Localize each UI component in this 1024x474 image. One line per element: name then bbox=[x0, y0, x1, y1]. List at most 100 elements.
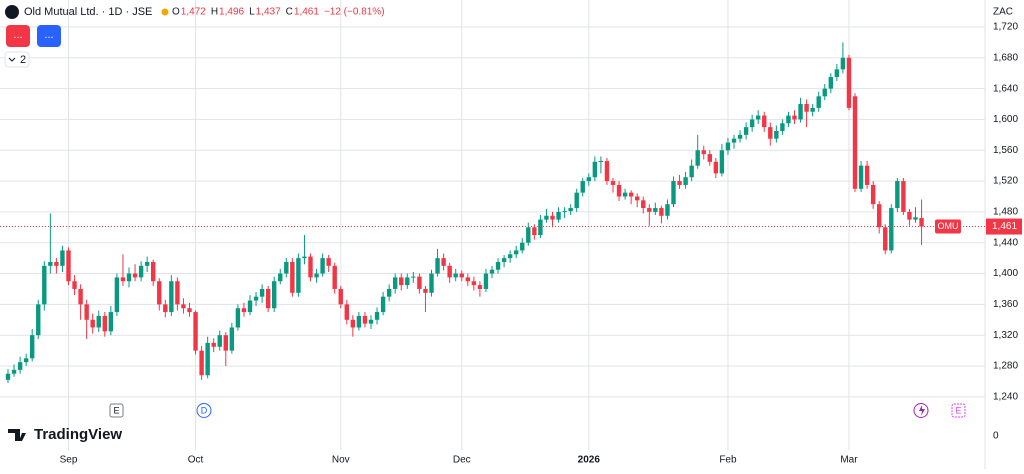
candle-body bbox=[628, 192, 634, 197]
candle-body bbox=[756, 115, 761, 120]
candle-body bbox=[598, 161, 604, 163]
candle-body bbox=[562, 211, 567, 213]
candle-body bbox=[423, 288, 428, 293]
candle-body bbox=[308, 256, 313, 278]
candle-body bbox=[895, 181, 900, 209]
candle-body bbox=[719, 150, 725, 174]
candle-body bbox=[441, 258, 446, 266]
x-tick-label: 2026 bbox=[578, 455, 601, 466]
candle-body bbox=[707, 154, 712, 162]
candle-body bbox=[919, 218, 924, 227]
candle-body bbox=[580, 181, 585, 193]
event-label[interactable]: D bbox=[201, 405, 208, 415]
candle-body bbox=[877, 204, 882, 228]
candle-body bbox=[175, 281, 180, 305]
candle-body bbox=[284, 261, 289, 274]
event-box[interactable] bbox=[951, 403, 966, 418]
candle-body bbox=[616, 184, 622, 197]
candle-body bbox=[647, 208, 652, 212]
candle-body bbox=[247, 300, 253, 313]
candle-body bbox=[362, 315, 368, 324]
candle-body bbox=[108, 312, 114, 332]
candle-body bbox=[453, 273, 458, 278]
candle-body bbox=[556, 211, 561, 220]
candle-body bbox=[870, 184, 876, 205]
candle-body bbox=[852, 96, 858, 189]
candle-body bbox=[574, 192, 579, 209]
candle-body bbox=[507, 254, 513, 259]
candle-body bbox=[393, 277, 398, 289]
candle-body bbox=[259, 288, 265, 297]
candle-body bbox=[828, 77, 833, 89]
candle-body bbox=[17, 362, 23, 370]
button[interactable] bbox=[6, 25, 30, 47]
candle-body bbox=[671, 181, 676, 205]
y-tick-label: 1,400 bbox=[993, 268, 1018, 279]
candle-body bbox=[151, 261, 156, 282]
candle-body bbox=[846, 57, 852, 108]
candle-body bbox=[501, 258, 507, 262]
collapse-button[interactable] bbox=[4, 51, 30, 68]
candle-body bbox=[374, 312, 380, 320]
candle-body bbox=[5, 373, 11, 380]
candle-body bbox=[713, 161, 719, 174]
y-tick-label: 1,280 bbox=[993, 361, 1018, 372]
candle-body bbox=[907, 211, 912, 220]
candle-body bbox=[429, 273, 434, 293]
candle-body bbox=[30, 335, 35, 359]
candle-body bbox=[622, 192, 628, 197]
legend-value: 1,437 bbox=[256, 7, 281, 18]
candle-body bbox=[229, 327, 235, 351]
candle-body bbox=[380, 296, 386, 313]
candle-body bbox=[235, 308, 241, 328]
button-label[interactable]: ... bbox=[13, 29, 22, 41]
candle-body bbox=[725, 142, 731, 151]
legend-value: 1,472 bbox=[181, 7, 206, 18]
event-box[interactable] bbox=[196, 403, 212, 418]
candle-body bbox=[314, 273, 319, 278]
candle-body bbox=[42, 265, 47, 305]
candle-body bbox=[798, 104, 803, 120]
candle-body bbox=[96, 315, 101, 328]
candle-body bbox=[90, 319, 95, 328]
legend-key: C bbox=[286, 7, 293, 18]
button[interactable] bbox=[37, 25, 61, 47]
candle-body bbox=[568, 208, 573, 212]
candle-body bbox=[302, 256, 307, 259]
candle-body bbox=[114, 277, 120, 313]
candle-body bbox=[344, 304, 349, 320]
candle-body bbox=[544, 215, 549, 220]
symbol-icon bbox=[5, 5, 19, 19]
candle-body bbox=[11, 369, 17, 374]
x-tick-label: Dec bbox=[453, 455, 471, 466]
event-label[interactable]: E bbox=[955, 405, 961, 415]
button-label[interactable]: ... bbox=[44, 29, 53, 41]
candle-body bbox=[695, 150, 700, 166]
event-box[interactable] bbox=[109, 403, 124, 418]
x-tick-label: Oct bbox=[188, 455, 204, 466]
collapse-count[interactable]: 2 bbox=[20, 54, 26, 66]
y-tick-label: 1,640 bbox=[993, 83, 1018, 94]
candle-body bbox=[653, 208, 658, 212]
event-label[interactable]: E bbox=[113, 405, 119, 415]
candle-body bbox=[858, 165, 864, 189]
lightning bbox=[919, 405, 925, 416]
y-tick-label: 1,680 bbox=[993, 52, 1018, 63]
y-tick-label: 1,560 bbox=[993, 145, 1018, 156]
candle-body bbox=[526, 227, 531, 243]
candle-body bbox=[447, 265, 452, 278]
candle-body bbox=[223, 335, 228, 351]
candle-body bbox=[217, 335, 222, 347]
symbol-tag-label: OMU bbox=[938, 221, 959, 231]
candle-body bbox=[326, 258, 331, 266]
candle-body bbox=[338, 288, 343, 305]
symbol-title: Old Mutual Ltd. · 1D · JSE bbox=[24, 6, 152, 18]
x-tick-label: Nov bbox=[332, 455, 350, 466]
legend-key: O bbox=[172, 7, 180, 18]
candle-body bbox=[749, 119, 755, 128]
candle-body bbox=[483, 273, 489, 289]
candle-body bbox=[780, 123, 785, 131]
candle-body bbox=[66, 250, 71, 282]
chevron bbox=[8, 57, 16, 62]
